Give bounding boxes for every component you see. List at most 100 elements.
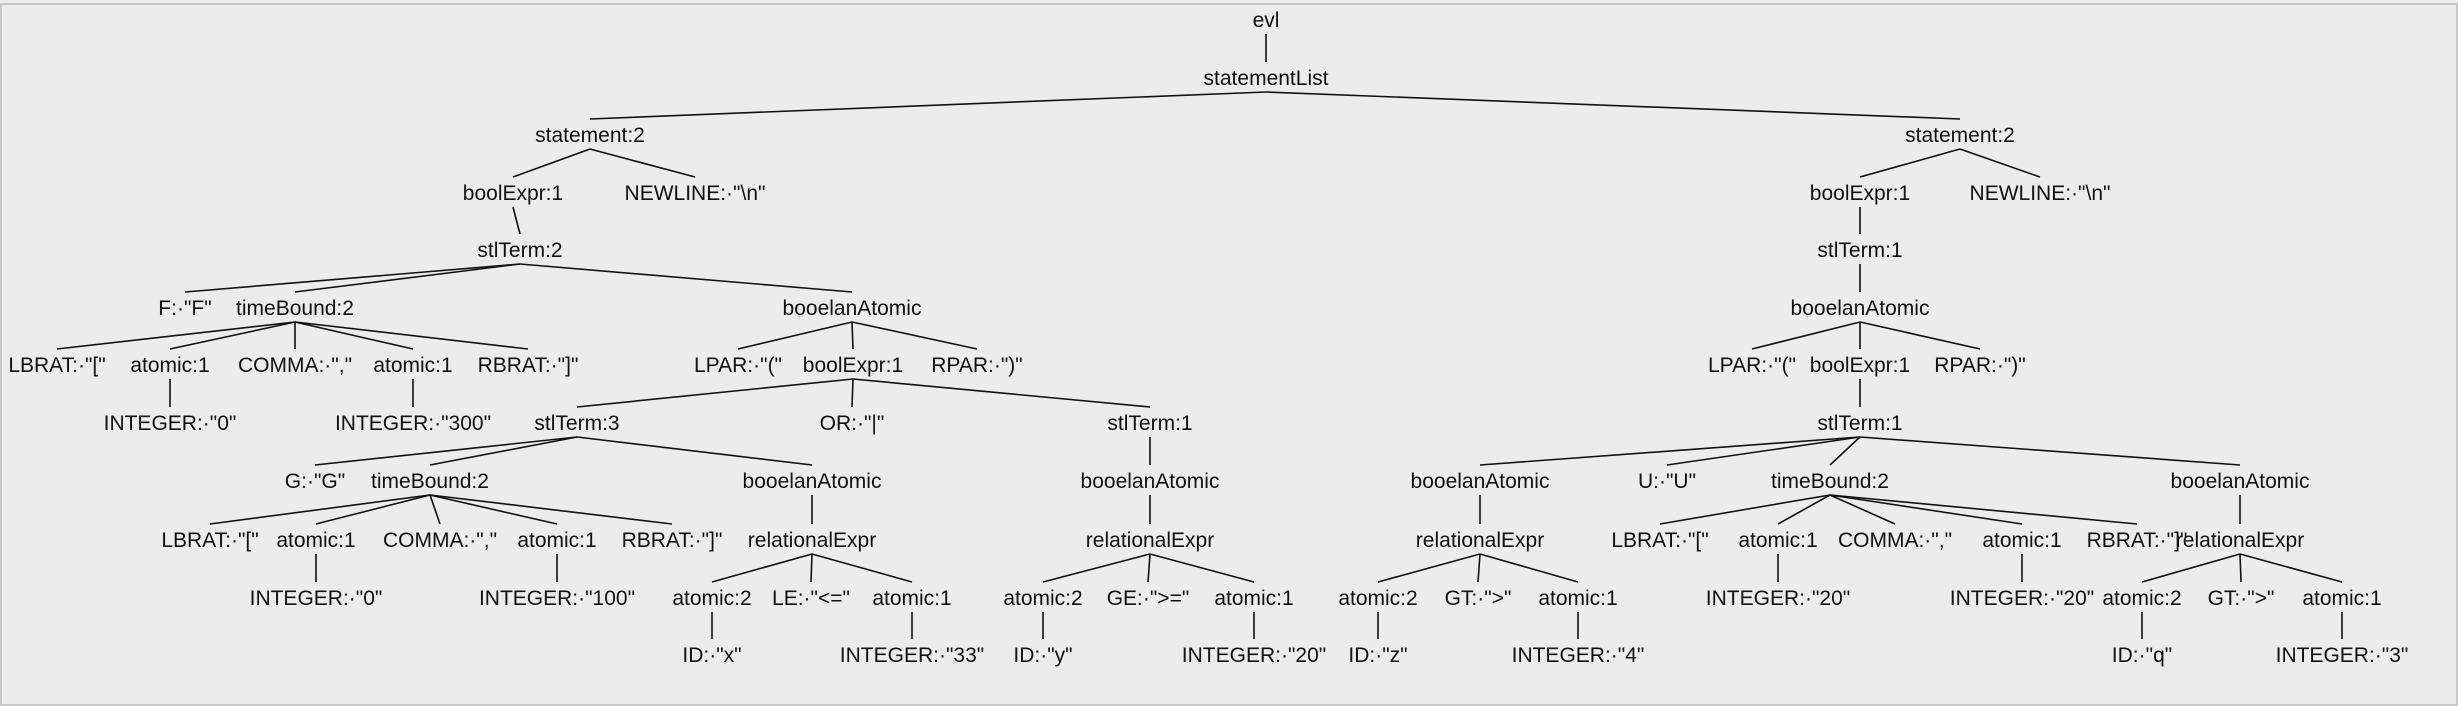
tree-node: atomic:1 <box>1214 587 1293 610</box>
tree-node: boolExpr:1 <box>1810 354 1910 377</box>
tree-edge <box>1829 494 2138 525</box>
tree-edge <box>429 494 441 525</box>
tree-node: stlTerm:2 <box>477 239 562 262</box>
tree-node: atomic:1 <box>1982 529 2061 552</box>
tree-node: COMMA:·"," <box>1838 529 1952 552</box>
tree-edge <box>1147 553 1151 583</box>
tree-node: stlTerm:1 <box>1817 412 1902 435</box>
tree-node: atomic:1 <box>373 354 452 377</box>
tree-edge <box>810 553 813 583</box>
diagram-frame <box>0 3 2458 706</box>
tree-node: LPAR:·"(" <box>1708 354 1796 377</box>
tree-edge <box>1751 321 1861 350</box>
tree-node: U:·"U" <box>1638 470 1696 493</box>
tree-node: LBRAT:·"[" <box>161 529 258 552</box>
tree-node: INTEGER:·"20" <box>1182 644 1326 667</box>
tree-node: statement:2 <box>1905 124 2015 147</box>
tree-node: booelanAtomic <box>783 297 922 320</box>
tree-node: statement:2 <box>535 124 645 147</box>
tree-edge <box>2239 553 2242 583</box>
tree-node: INTEGER:·"33" <box>840 644 984 667</box>
tree-edge <box>576 378 854 408</box>
tree-edge <box>429 494 673 525</box>
tree-edge <box>1265 91 1961 120</box>
tree-edge <box>1859 148 1961 178</box>
tree-node: RBRAT:·"]" <box>622 529 723 552</box>
tree-nodes: evl statementList statement:2 statement:2 bo… <box>8 9 2408 667</box>
tree-node: stlTerm:1 <box>1107 412 1192 435</box>
tree-node: atomic:1 <box>872 587 951 610</box>
tree-edge <box>1859 436 2241 466</box>
tree-edge <box>1479 553 1579 583</box>
tree-node: atomic:1 <box>1738 529 1817 552</box>
tree-edge <box>512 206 521 235</box>
tree-node: statementList <box>1204 67 1329 90</box>
tree-edge <box>2141 553 2241 583</box>
tree-node: boolExpr:1 <box>463 182 563 205</box>
tree-node: LPAR:·"(" <box>694 354 782 377</box>
tree-edge <box>429 494 558 525</box>
tree-edge <box>1377 553 1481 583</box>
tree-edge <box>1149 553 1255 583</box>
tree-node: atomic:1 <box>276 529 355 552</box>
tree-node: atomic:2 <box>2102 587 2181 610</box>
tree-edge <box>711 553 813 583</box>
tree-node: evl <box>1253 9 1280 32</box>
tree-node: atomic:2 <box>1338 587 1417 610</box>
tree-edge <box>1666 436 1861 466</box>
tree-node: RBRAT:·"]" <box>478 354 579 377</box>
tree-node: GT:·">" <box>1445 587 1512 610</box>
tree-node: ID:·"q" <box>2112 644 2172 667</box>
tree-node: INTEGER:·"20" <box>1950 587 2094 610</box>
tree-node: GT:·">" <box>2208 587 2275 610</box>
tree-node: LBRAT:·"[" <box>1611 529 1708 552</box>
tree-node: INTEGER:·"300" <box>335 412 491 435</box>
tree-node: relationalExpr <box>2176 529 2304 552</box>
tree-edge <box>314 436 578 466</box>
tree-edge <box>512 148 591 178</box>
tree-edge <box>1659 494 1831 525</box>
tree-node: INTEGER:·"20" <box>1706 587 1850 610</box>
tree-edge <box>1777 494 1831 525</box>
tree-node: COMMA:·"," <box>383 529 497 552</box>
tree-node: booelanAtomic <box>1411 470 1550 493</box>
tree-node: F:·"F" <box>158 297 211 320</box>
tree-edge <box>1959 148 2041 178</box>
tree-node: NEWLINE:·"\n" <box>1970 182 2111 205</box>
tree-node: atomic:1 <box>130 354 209 377</box>
tree-node: timeBound:2 <box>236 297 354 320</box>
tree-node: INTEGER:·"4" <box>1512 644 1645 667</box>
tree-edge <box>589 148 696 178</box>
tree-node: OR:·"|" <box>820 412 885 435</box>
tree-edge <box>1829 436 1861 466</box>
tree-node: relationalExpr <box>748 529 876 552</box>
tree-edge <box>1859 321 1981 350</box>
tree-node: RPAR:·")" <box>931 354 1023 377</box>
tree-node: booelanAtomic <box>743 470 882 493</box>
tree-edge <box>1479 436 1861 466</box>
tree-node: stlTerm:1 <box>1817 239 1902 262</box>
tree-edge <box>851 321 854 350</box>
tree-node: stlTerm:3 <box>534 412 619 435</box>
tree-edges <box>56 34 2343 639</box>
tree-edge <box>852 378 1151 408</box>
tree-edge <box>811 553 913 583</box>
tree-edge <box>1829 494 2023 525</box>
tree-node: ID:·"z" <box>1348 644 1407 667</box>
tree-node: LBRAT:·"[" <box>8 354 105 377</box>
tree-node: booelanAtomic <box>1081 470 1220 493</box>
tree-node: G:·"G" <box>285 470 345 493</box>
tree-edge <box>1829 494 1896 525</box>
tree-edge <box>56 321 296 350</box>
tree-edge <box>576 436 813 466</box>
tree-edge <box>1042 553 1151 583</box>
tree-node: INTEGER:·"0" <box>104 412 237 435</box>
tree-node: atomic:1 <box>1538 587 1617 610</box>
tree-node: atomic:2 <box>672 587 751 610</box>
tree-node: atomic:2 <box>1003 587 1082 610</box>
tree-edge <box>294 263 521 293</box>
tree-edge <box>315 494 431 525</box>
tree-node: NEWLINE:·"\n" <box>625 182 766 205</box>
tree-node: atomic:1 <box>2302 587 2381 610</box>
